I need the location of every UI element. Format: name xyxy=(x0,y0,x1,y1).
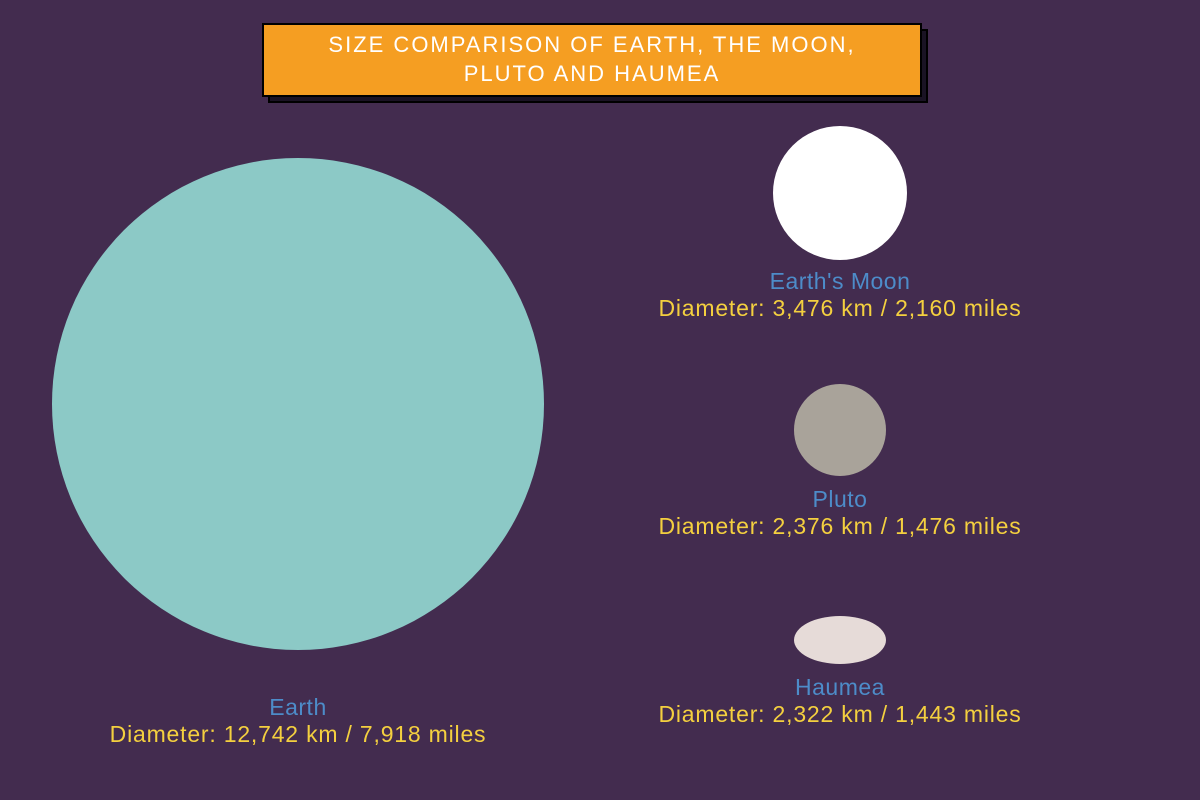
earth-diameter: Diameter: 12,742 km / 7,918 miles xyxy=(110,721,487,748)
haumea-diameter: Diameter: 2,322 km / 1,443 miles xyxy=(658,701,1021,728)
earth-label: Earth Diameter: 12,742 km / 7,918 miles xyxy=(110,694,487,748)
moon-diameter: Diameter: 3,476 km / 2,160 miles xyxy=(658,295,1021,322)
pluto-name: Pluto xyxy=(658,486,1021,513)
title-text: Size Comparison of Earth, the Moon, Plut… xyxy=(304,31,880,88)
haumea-label: Haumea Diameter: 2,322 km / 1,443 miles xyxy=(658,674,1021,728)
haumea-shape xyxy=(794,616,886,664)
pluto-shape xyxy=(794,384,886,476)
moon-shape xyxy=(773,126,907,260)
moon-label: Earth's Moon Diameter: 3,476 km / 2,160 … xyxy=(658,268,1021,322)
haumea-name: Haumea xyxy=(658,674,1021,701)
pluto-diameter: Diameter: 2,376 km / 1,476 miles xyxy=(658,513,1021,540)
title-box: Size Comparison of Earth, the Moon, Plut… xyxy=(262,23,922,97)
earth-shape xyxy=(52,158,544,650)
earth-name: Earth xyxy=(110,694,487,721)
pluto-label: Pluto Diameter: 2,376 km / 1,476 miles xyxy=(658,486,1021,540)
moon-name: Earth's Moon xyxy=(658,268,1021,295)
